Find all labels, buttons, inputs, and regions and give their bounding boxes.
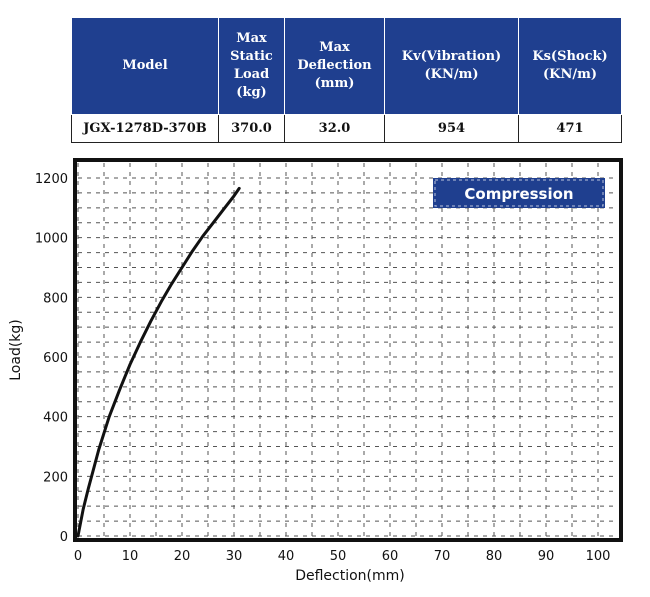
cell-ks: 471 bbox=[518, 114, 622, 143]
y-tick-label: 0 bbox=[60, 530, 68, 545]
table-row: JGX-1278D-370B 370.0 32.0 954 471 bbox=[71, 114, 622, 143]
y-tick-label: 600 bbox=[43, 351, 68, 366]
x-tick-label: 30 bbox=[226, 549, 243, 564]
x-tick-label: 80 bbox=[486, 549, 503, 564]
header-max-deflection: Max Deflection (mm) bbox=[284, 17, 385, 115]
cell-kv: 954 bbox=[384, 114, 519, 143]
x-tick-label: 90 bbox=[538, 549, 555, 564]
x-tick-label: 40 bbox=[278, 549, 295, 564]
header-ks-shock: Ks(Shock) (KN/m) bbox=[518, 17, 622, 115]
y-tick-label: 400 bbox=[43, 411, 68, 426]
table-header-row: Model Max Static Load (kg) Max Deflectio… bbox=[71, 17, 622, 115]
legend: Compression bbox=[433, 178, 605, 208]
legend-label: Compression bbox=[464, 185, 573, 203]
series-line-compression bbox=[76, 186, 241, 538]
y-axis-title: Load(kg) bbox=[8, 319, 24, 381]
plot-frame bbox=[73, 158, 623, 542]
load-deflection-chart: 0 10 20 30 40 50 60 70 80 90 100020040060080010001… bbox=[8, 158, 623, 584]
header-model: Model bbox=[71, 17, 219, 115]
cell-model: JGX-1278D-370B bbox=[71, 114, 219, 143]
y-tick-label: 1000 bbox=[35, 232, 68, 247]
legend-box-border bbox=[434, 179, 604, 207]
series bbox=[76, 186, 241, 538]
y-tick-label: 800 bbox=[43, 291, 68, 306]
x-tick-label: 0 bbox=[74, 549, 82, 564]
x-tick-label: 20 bbox=[174, 549, 191, 564]
header-kv-vibration: Kv(Vibration) (KN/m) bbox=[384, 17, 519, 115]
y-tick-label: 200 bbox=[43, 470, 68, 485]
cell-max-static-load: 370.0 bbox=[218, 114, 285, 143]
grid bbox=[77, 163, 618, 537]
x-tick-label: 10 bbox=[122, 549, 139, 564]
x-tick-label: 50 bbox=[330, 549, 347, 564]
legend-box bbox=[433, 178, 605, 208]
spec-table: Model Max Static Load (kg) Max Deflectio… bbox=[71, 17, 622, 143]
cell-max-deflection: 32.0 bbox=[284, 114, 385, 143]
x-tick-label: 70 bbox=[434, 549, 451, 564]
y-tick-label: 1200 bbox=[35, 172, 68, 187]
axes: 0 10 20 30 40 50 60 70 80 90 100020040060080010001… bbox=[8, 158, 623, 584]
x-axis-title: Deflection(mm) bbox=[295, 568, 405, 584]
x-tick-label: 100 bbox=[586, 549, 611, 564]
x-tick-label: 60 bbox=[382, 549, 399, 564]
header-max-static-load: Max Static Load (kg) bbox=[218, 17, 285, 115]
